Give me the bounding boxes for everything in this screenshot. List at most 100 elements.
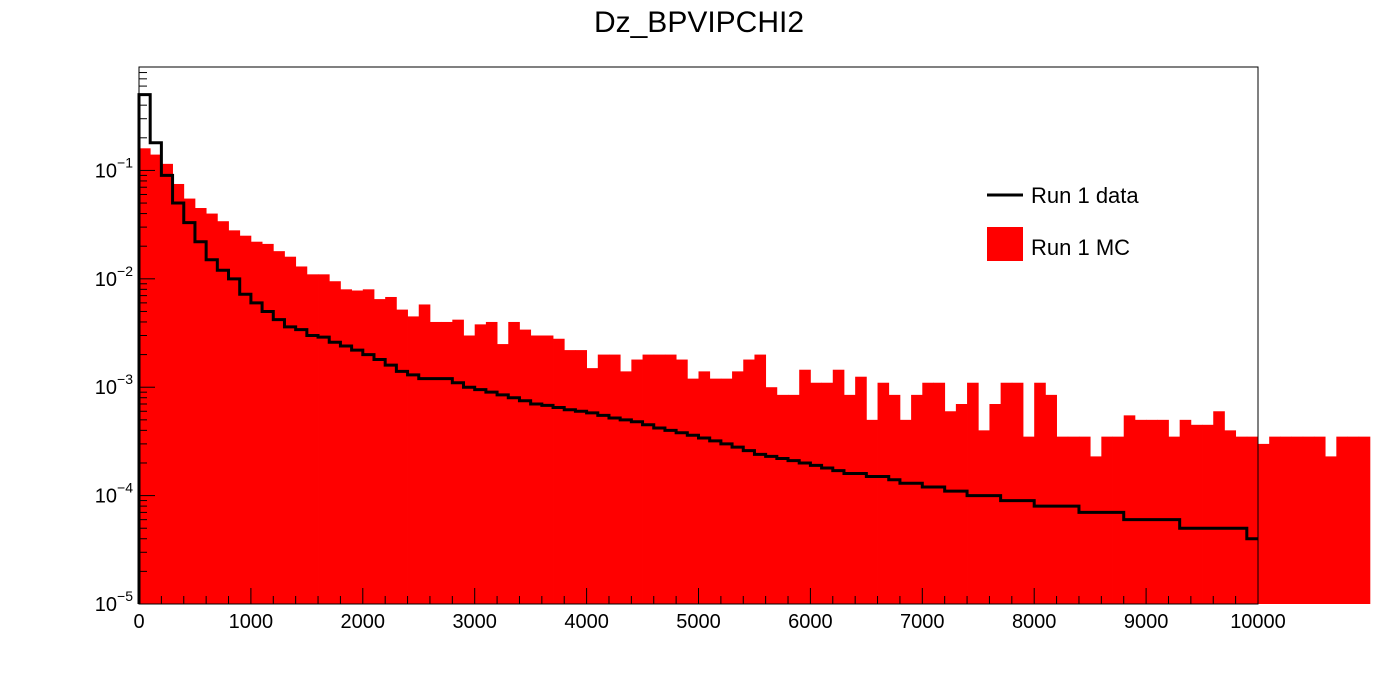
y-tick-label: 10−3 [95, 371, 133, 399]
mc-bar [362, 289, 375, 604]
x-axis: 0 1000 2000 3000 4000 5000 6000 7000 8000 9000 100… [133, 588, 1286, 633]
mc-bar [1213, 411, 1225, 604]
mc-bar [687, 378, 699, 604]
x-tick-label: 4000 [564, 611, 609, 633]
mc-bar [720, 378, 733, 604]
mc-bar [1146, 419, 1158, 604]
x-tick-label: 6000 [788, 611, 833, 633]
mc-bar [396, 309, 408, 604]
mc-bar [642, 354, 655, 604]
mc-bar [318, 274, 330, 604]
mc-bar [788, 394, 800, 604]
y-tick-exponent: −2 [117, 263, 133, 279]
y-tick-base: 10 [95, 486, 117, 508]
mc-bar [810, 382, 822, 604]
mc-bar [206, 213, 218, 604]
mc-bar [799, 369, 811, 604]
mc-bar [139, 148, 151, 604]
mc-bar [855, 376, 867, 604]
mc-bar [228, 230, 241, 604]
mc-bar [754, 354, 767, 604]
x-tick-label: 7000 [900, 611, 945, 633]
mc-bar [284, 256, 297, 604]
mc-bar [1090, 456, 1102, 604]
mc-bar [553, 338, 565, 604]
mc-bar [541, 335, 554, 604]
mc-bar [485, 321, 498, 604]
y-tick-exponent: −5 [117, 588, 133, 604]
mc-bar [1258, 443, 1270, 604]
mc-bar [418, 304, 431, 604]
mc-bar [273, 251, 285, 604]
mc-bar [1235, 436, 1248, 604]
y-tick-label: 10−5 [95, 588, 133, 616]
legend-mc-label: Run 1 MC [1031, 235, 1130, 260]
mc-bar [1045, 394, 1057, 604]
mc-bar [743, 359, 755, 604]
mc-bar [463, 335, 476, 604]
mc-bar [497, 344, 509, 604]
mc-bar [183, 198, 196, 604]
mc-bar [306, 274, 319, 604]
mc-bar [1056, 436, 1069, 604]
mc-bar [575, 350, 587, 604]
mc-bar [351, 290, 364, 604]
x-tick-label: 3000 [452, 611, 497, 633]
mc-bar [978, 430, 990, 604]
mc-bar [955, 404, 968, 604]
mc-bar [262, 243, 274, 604]
mc-bar [1134, 419, 1147, 604]
mc-bar [1302, 436, 1315, 604]
mc-bar [922, 382, 934, 604]
mc-bar [340, 289, 353, 604]
mc-bar [1157, 419, 1169, 604]
mc-bar [295, 266, 308, 604]
mc-bar [217, 221, 229, 604]
data-step-line [137, 93, 1258, 604]
mc-bar [239, 235, 252, 604]
mc-bar [653, 354, 666, 604]
mc-bar [1202, 424, 1214, 604]
mc-bar [821, 382, 834, 604]
y-tick-base: 10 [95, 160, 117, 182]
mc-bar [843, 394, 856, 604]
y-tick-base: 10 [95, 269, 117, 291]
mc-bar [452, 319, 464, 604]
y-tick-label: 10−1 [95, 154, 133, 182]
mc-bar [631, 359, 643, 604]
mc-histogram [139, 148, 1371, 605]
mc-bar [407, 316, 420, 604]
y-tick-label: 10−4 [95, 480, 133, 508]
mc-bar [329, 281, 341, 604]
mc-bar [1336, 436, 1348, 604]
mc-bar [1190, 424, 1203, 604]
mc-bar [429, 321, 442, 604]
mc-bar [564, 350, 576, 604]
legend-data-label: Run 1 data [1031, 183, 1139, 208]
mc-bar [664, 354, 677, 604]
legend: Run 1 data Run 1 MC [987, 183, 1139, 261]
x-tick-label: 5000 [676, 611, 721, 633]
chart-title: Dz_BPVIPCHI2 [593, 6, 805, 39]
mc-bar [1123, 415, 1136, 604]
mc-bar [1078, 436, 1091, 604]
mc-bar [1313, 436, 1326, 604]
x-tick-label: 0 [133, 611, 144, 633]
mc-bar [1067, 436, 1080, 604]
mc-bar [967, 382, 979, 604]
mc-bar [709, 378, 722, 604]
mc-bar [989, 404, 1002, 604]
mc-bar [620, 371, 632, 604]
mc-bar [888, 394, 901, 604]
mc-bar [933, 382, 946, 604]
mc-bar [150, 154, 162, 604]
mc-bar [161, 163, 173, 605]
mc-bar [597, 354, 610, 604]
mc-bar [1246, 436, 1259, 604]
x-tick-label: 1000 [229, 611, 274, 633]
y-axis: 10−510−410−310−210−1 [95, 66, 155, 616]
mc-bar [172, 183, 185, 605]
mc-bar [250, 241, 263, 604]
